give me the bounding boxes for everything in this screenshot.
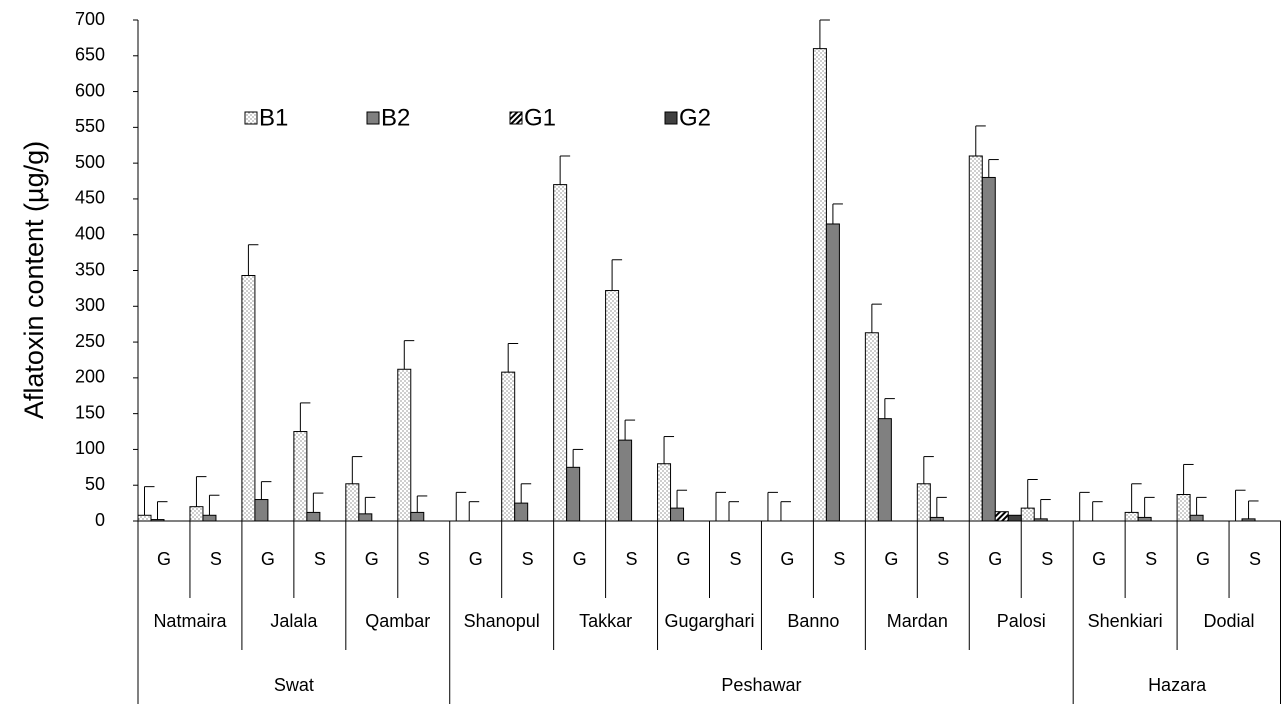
bar <box>202 514 217 522</box>
x-tick-label: G <box>884 549 898 569</box>
bar <box>345 483 360 522</box>
x-tick-label: S <box>1249 549 1261 569</box>
y-tick-label: 150 <box>75 402 105 422</box>
bar <box>189 506 204 522</box>
y-tick-label: 100 <box>75 438 105 458</box>
bar <box>618 439 633 522</box>
x-tick-label: G <box>1196 549 1210 569</box>
x-tick-label: S <box>729 549 741 569</box>
bar <box>566 466 581 522</box>
location-label: Mardan <box>887 611 948 631</box>
y-tick-label: 400 <box>75 223 105 243</box>
location-label: Natmaira <box>153 611 227 631</box>
location-label: Dodial <box>1204 611 1255 631</box>
location-label: Jalala <box>270 611 318 631</box>
bar <box>916 483 931 522</box>
legend-swatch <box>664 111 678 125</box>
x-tick-label: G <box>261 549 275 569</box>
legend-label: B1 <box>259 104 288 131</box>
bar <box>293 431 308 522</box>
location-label: Banno <box>787 611 839 631</box>
bar <box>1176 494 1191 522</box>
bar <box>877 418 892 522</box>
legend-swatch <box>244 111 258 125</box>
legend-swatch <box>509 111 523 125</box>
x-tick-label: S <box>418 549 430 569</box>
y-tick-label: 200 <box>75 367 105 387</box>
bar <box>1124 511 1139 522</box>
y-tick-label: 0 <box>95 510 105 530</box>
bar <box>605 290 620 522</box>
legend-swatch <box>366 111 380 125</box>
bar <box>812 48 827 522</box>
region-label: Peshawar <box>721 675 801 695</box>
x-tick-label: S <box>1041 549 1053 569</box>
bar <box>825 223 840 522</box>
bar <box>968 155 983 522</box>
y-axis-label: Aflatoxin content (µg/g) <box>19 141 49 419</box>
region-label: Hazara <box>1148 675 1207 695</box>
location-label: Qambar <box>365 611 430 631</box>
x-tick-label: G <box>988 549 1002 569</box>
bar <box>981 176 996 522</box>
bar <box>501 371 516 522</box>
bar <box>864 332 879 522</box>
region-label: Swat <box>274 675 314 695</box>
x-tick-label: S <box>314 549 326 569</box>
x-tick-label: G <box>365 549 379 569</box>
bar <box>1137 516 1152 522</box>
y-tick-label: 600 <box>75 80 105 100</box>
bar <box>670 507 685 522</box>
x-tick-label: S <box>833 549 845 569</box>
y-tick-label: 50 <box>85 474 105 494</box>
legend-label: G1 <box>524 104 556 131</box>
y-tick-label: 700 <box>75 9 105 29</box>
legend-label: G2 <box>679 104 711 131</box>
y-tick-label: 250 <box>75 331 105 351</box>
bar <box>929 516 944 522</box>
bar <box>1007 514 1022 522</box>
bar <box>137 514 152 522</box>
x-tick-label: S <box>1145 549 1157 569</box>
x-tick-label: G <box>469 549 483 569</box>
location-label: Takkar <box>579 611 632 631</box>
bar <box>410 511 425 522</box>
x-tick-label: S <box>522 549 534 569</box>
bar <box>358 513 373 522</box>
bar <box>514 502 529 522</box>
legend-label: B2 <box>381 104 410 131</box>
x-tick-label: G <box>1092 549 1106 569</box>
x-tick-label: S <box>626 549 638 569</box>
bar <box>397 368 412 522</box>
location-label: Gugarghari <box>664 611 754 631</box>
bar <box>553 184 568 522</box>
y-tick-label: 450 <box>75 188 105 208</box>
bar <box>241 275 256 522</box>
x-tick-label: G <box>677 549 691 569</box>
location-label: Palosi <box>997 611 1046 631</box>
x-tick-label: G <box>157 549 171 569</box>
location-label: Shenkiari <box>1088 611 1163 631</box>
x-tick-label: S <box>937 549 949 569</box>
bar <box>254 499 269 522</box>
y-tick-label: 350 <box>75 259 105 279</box>
bar <box>657 463 672 522</box>
x-tick-label: S <box>210 549 222 569</box>
y-tick-label: 550 <box>75 116 105 136</box>
x-tick-label: G <box>780 549 794 569</box>
y-tick-label: 300 <box>75 295 105 315</box>
location-label: Shanopul <box>464 611 540 631</box>
y-tick-label: 650 <box>75 45 105 65</box>
bar <box>1189 514 1204 522</box>
bar <box>994 511 1009 522</box>
bar <box>306 511 321 522</box>
y-tick-label: 500 <box>75 152 105 172</box>
bar <box>1020 507 1035 522</box>
x-tick-label: G <box>573 549 587 569</box>
